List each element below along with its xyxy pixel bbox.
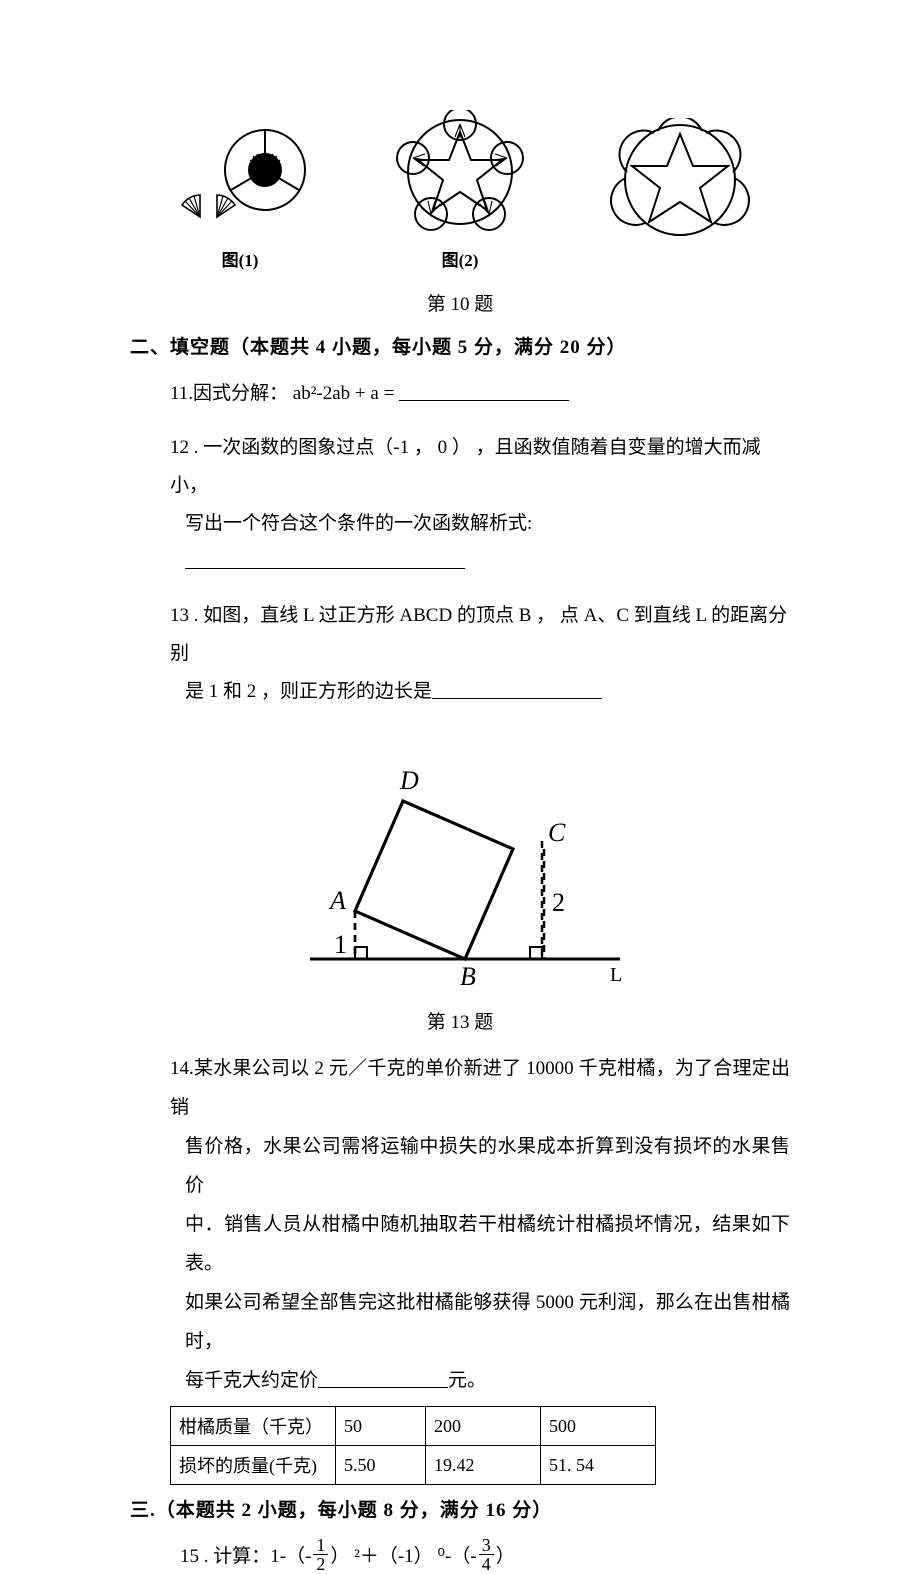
label-B: B	[460, 962, 476, 991]
q14-e-pre: 每千克大约定价	[185, 1370, 318, 1391]
figure-2: 图(2)	[385, 110, 535, 271]
q10-caption: 第 10 题	[0, 289, 920, 316]
label-1: 1	[334, 930, 347, 959]
question-11: 11.因式分解： ab²-2ab + a =	[170, 375, 790, 413]
q12-blank	[185, 568, 465, 569]
q12-line-b: 写出一个符合这个条件的一次函数解析式:	[185, 513, 532, 534]
frac1-den: 2	[313, 1555, 328, 1573]
q14-blank	[318, 1387, 448, 1388]
question-14: 14.某水果公司以 2 元／千克的单价新进了 10000 千克柑橘，为了合理定出…	[170, 1050, 790, 1400]
q15-prefix: 15 . 计算：1-（-	[180, 1541, 311, 1568]
table-row: 柑橘质量（千克） 50 200 500	[171, 1407, 656, 1446]
cell-h0: 柑橘质量（千克）	[171, 1407, 336, 1446]
frac2-den: 4	[479, 1555, 494, 1573]
cell-r1: 5.50	[336, 1446, 426, 1485]
q14-b: 售价格，水果公司需将运输中损失的水果成本折算到没有损坏的水果售价	[185, 1128, 790, 1206]
figure-1-svg	[165, 125, 315, 240]
q14-d: 如果公司希望全部售完这批柑橘能够获得 5000 元利润，那么在出售柑橘时，	[185, 1284, 790, 1362]
q13-caption: 第 13 题	[427, 1007, 494, 1034]
cell-h1: 50	[336, 1407, 426, 1446]
figure-3-svg	[605, 118, 755, 248]
q14-a: 14.某水果公司以 2 元／千克的单价新进了 10000 千克柑橘，为了合理定出…	[170, 1050, 790, 1128]
label-2: 2	[552, 888, 565, 917]
q13-blank	[432, 698, 602, 699]
question-15: 15 . 计算：1-（- 1 2 ） ²＋（-1） ⁰-（- 3 4 ）	[180, 1536, 920, 1573]
q14-table: 柑橘质量（千克） 50 200 500 损坏的质量(千克) 5.50 19.42…	[170, 1406, 656, 1485]
question-13: 13 . 如图，直线 L 过正方形 ABCD 的顶点 B ， 点 A、C 到直线…	[170, 597, 790, 711]
question-12: 12 . 一次函数的图象过点（-1 ， 0 ） ，且函数值随着自变量的增大而减小…	[170, 429, 790, 581]
figure-1-label: 图(1)	[222, 246, 259, 271]
label-D: D	[399, 766, 419, 795]
q11-text: 11.因式分解： ab²-2ab + a =	[170, 383, 399, 404]
label-L: L	[610, 964, 622, 986]
figure-3	[605, 118, 755, 271]
q12-line-a: 12 . 一次函数的图象过点（-1 ， 0 ） ，且函数值随着自变量的增大而减小…	[170, 429, 790, 505]
cell-r3: 51. 54	[541, 1446, 656, 1485]
cell-h3: 500	[541, 1407, 656, 1446]
fraction-icon: 1 2	[313, 1536, 328, 1573]
figure-1: 图(1)	[165, 125, 315, 271]
frac1-num: 1	[313, 1536, 328, 1555]
cell-r0: 损坏的质量(千克)	[171, 1446, 336, 1485]
frac2-num: 3	[479, 1536, 494, 1555]
fraction-icon: 3 4	[479, 1536, 494, 1573]
q11-blank	[399, 400, 569, 401]
q14-table-block: 柑橘质量（千克） 50 200 500 损坏的质量(千克) 5.50 19.42…	[170, 1406, 920, 1485]
cell-h2: 200	[426, 1407, 541, 1446]
q13-diagram-svg: A B C D 1 2 L	[290, 741, 630, 991]
q14-e-post: 元。	[448, 1370, 486, 1391]
q13-line-b: 是 1 和 2 ，则正方形的边长是	[185, 681, 432, 702]
figure-2-svg	[385, 110, 535, 240]
q15-mid: ） ²＋（-1） ⁰-（-	[330, 1541, 476, 1568]
section-3-title: 三.（本题共 2 小题，每小题 8 分，满分 16 分）	[130, 1495, 920, 1522]
table-row: 损坏的质量(千克) 5.50 19.42 51. 54	[171, 1446, 656, 1485]
q13-line-a: 13 . 如图，直线 L 过正方形 ABCD 的顶点 B ， 点 A、C 到直线…	[170, 597, 790, 673]
label-C: C	[548, 818, 566, 847]
q10-figures-row: 图(1)	[0, 0, 920, 271]
label-A: A	[328, 886, 346, 915]
q13-diagram-block: A B C D 1 2 L 第 13 题	[0, 741, 920, 1034]
cell-r2: 19.42	[426, 1446, 541, 1485]
section-2-title: 二、填空题（本题共 4 小题，每小题 5 分，满分 20 分）	[130, 332, 920, 359]
q14-c: 中．销售人员从柑橘中随机抽取若干柑橘统计柑橘损坏情况，结果如下表。	[185, 1206, 790, 1284]
figure-2-label: 图(2)	[442, 246, 479, 271]
q15-suffix: ）	[496, 1541, 515, 1568]
